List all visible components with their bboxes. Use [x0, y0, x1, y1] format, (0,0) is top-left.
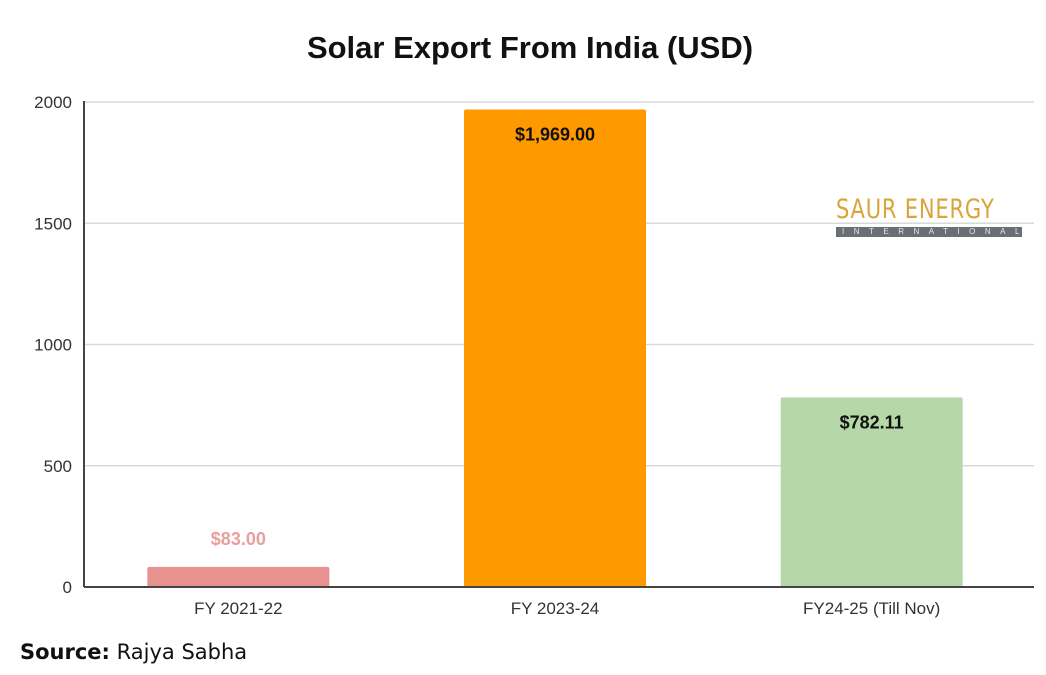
bar [464, 109, 646, 587]
source-note: Source: Rajya Sabha [20, 640, 247, 664]
x-category-label: FY 2023-24 [511, 599, 600, 618]
y-tick-label: 1500 [34, 214, 72, 233]
y-tick-label: 1000 [34, 336, 72, 355]
source-label: Source: [20, 640, 110, 664]
y-tick-label: 500 [44, 457, 72, 476]
x-category-label: FY24-25 (Till Nov) [803, 599, 940, 618]
chart-title: Solar Export From India (USD) [307, 30, 753, 65]
logo-sub-text: INTERNATIONAL [836, 227, 1022, 237]
data-label: $1,969.00 [515, 125, 595, 145]
source-value: Rajya Sabha [116, 640, 248, 664]
logo-main-text: SAUR ENERGY [836, 194, 995, 225]
y-tick-label: 2000 [34, 93, 72, 112]
data-label: $782.11 [840, 412, 904, 432]
saur-energy-logo: SAUR ENERGY INTERNATIONAL [836, 193, 1022, 237]
x-category-label: FY 2021-22 [194, 599, 283, 618]
bar [147, 566, 330, 587]
bar [780, 397, 963, 587]
y-tick-label: 0 [63, 578, 72, 597]
data-label: $83.00 [211, 529, 266, 549]
